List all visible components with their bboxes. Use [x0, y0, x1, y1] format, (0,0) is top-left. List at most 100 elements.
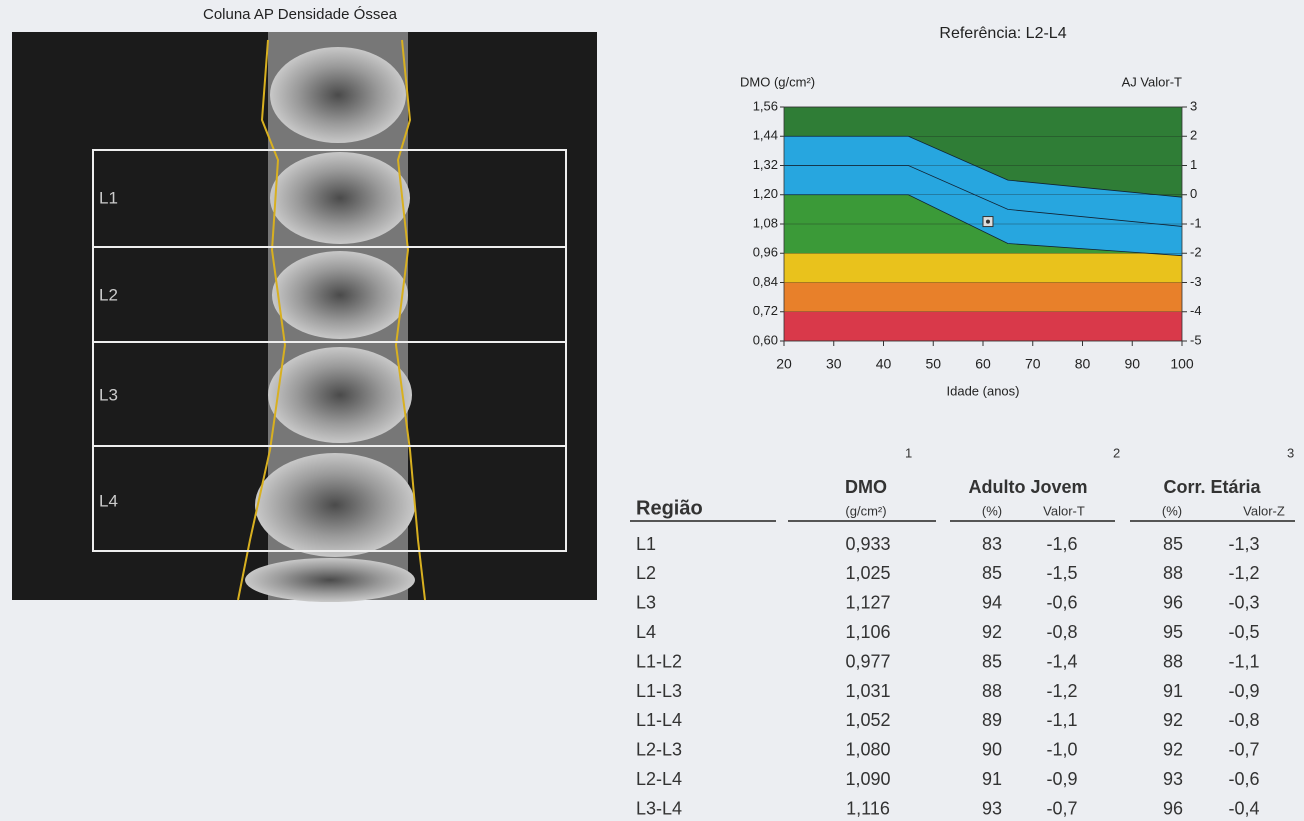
table-cell: 1,116	[846, 798, 890, 818]
table-cell: -0,9	[1046, 769, 1077, 789]
table-cell: 88	[1163, 651, 1183, 671]
table-cell: 94	[982, 593, 1002, 613]
tscore-band	[784, 253, 1182, 282]
chart: 0,600,720,840,961,081,201,321,441,56-5-4…	[753, 98, 1202, 371]
table-cell: -1,4	[1046, 651, 1077, 671]
table-cell: 1,080	[845, 740, 890, 760]
table-cell: 83	[982, 534, 1002, 554]
table-cell: 1,090	[845, 769, 890, 789]
table-cell: L3-L4	[636, 798, 682, 818]
table-cell: 1,025	[845, 563, 890, 583]
table-cell: 92	[1163, 740, 1183, 760]
table-cell: -0,3	[1228, 593, 1259, 613]
y-tick-label: 0,96	[753, 245, 778, 260]
y2-tick-label: 0	[1190, 186, 1197, 201]
table-cell: 85	[1163, 534, 1183, 554]
table-cell: 88	[982, 681, 1002, 701]
table-cell: L2-L4	[636, 769, 682, 789]
table-cell: -1,2	[1046, 681, 1077, 701]
table-cell: -1,1	[1046, 710, 1077, 730]
table-cell: -0,6	[1046, 593, 1077, 613]
header-cell: Corr. Etária	[1163, 477, 1261, 497]
y2-tick-label: -5	[1190, 332, 1202, 347]
x-axis-label: Idade (anos)	[947, 383, 1020, 398]
tscore-band	[784, 312, 1182, 341]
y-tick-label: 1,56	[753, 98, 778, 113]
table-cell: 91	[1163, 681, 1183, 701]
spine-image	[12, 32, 597, 602]
footnote-mark: 2	[1113, 445, 1120, 460]
table-cell: L2-L3	[636, 740, 682, 760]
table-cell: -0,8	[1046, 622, 1077, 642]
region-label: L4	[99, 491, 118, 510]
y-axis-label: DMO (g/cm²)	[740, 74, 815, 89]
table-cell: -1,2	[1228, 563, 1259, 583]
x-tick-label: 80	[1075, 356, 1091, 372]
y2-tick-label: -2	[1190, 245, 1202, 260]
page: Coluna AP Densidade Óssea L1 L2 L3 L4 Re…	[0, 0, 1304, 821]
y2-tick-label: -3	[1190, 274, 1202, 289]
x-tick-label: 70	[1025, 356, 1041, 372]
table-cell: 0,933	[845, 534, 890, 554]
table-cell: 89	[982, 710, 1002, 730]
chart-title: Referência: L2-L4	[939, 25, 1066, 42]
header-cell: (%)	[982, 503, 1002, 518]
table-cell: L4	[636, 622, 656, 642]
y2-tick-label: -4	[1190, 303, 1202, 318]
table-cell: -1,3	[1228, 534, 1259, 554]
table-cell: L2	[636, 563, 656, 583]
table-cell: L1	[636, 534, 656, 554]
header-cell: (g/cm²)	[845, 503, 886, 518]
x-tick-label: 100	[1170, 356, 1194, 372]
table-cell: -0,9	[1228, 681, 1259, 701]
y-tick-label: 0,84	[753, 274, 778, 289]
header-cell: Valor-T	[1043, 503, 1085, 518]
y2-axis-label: AJ Valor-T	[1122, 74, 1182, 89]
table-cell: 85	[982, 651, 1002, 671]
y-tick-label: 1,32	[753, 157, 778, 172]
y2-tick-label: -1	[1190, 215, 1202, 230]
region-label: L3	[99, 385, 118, 404]
table-cell: L1-L4	[636, 710, 682, 730]
y2-tick-label: 3	[1190, 98, 1197, 113]
x-tick-label: 20	[776, 356, 792, 372]
table-cell: L3	[636, 593, 656, 613]
tscore-band	[784, 283, 1182, 312]
table-cell: 1,127	[845, 593, 890, 613]
region-label: L1	[99, 188, 118, 207]
table-cell: 1,031	[845, 681, 890, 701]
table-cell: 93	[1163, 769, 1183, 789]
y-tick-label: 0,60	[753, 332, 778, 347]
patient-marker-dot	[986, 220, 990, 224]
table-cell: 92	[1163, 710, 1183, 730]
table-cell: 88	[1163, 563, 1183, 583]
table-cell: 96	[1163, 798, 1183, 818]
x-tick-label: 50	[925, 356, 941, 372]
table-cell: -1,0	[1046, 740, 1077, 760]
table-cell: 0,977	[845, 651, 890, 671]
table-cell: 91	[982, 769, 1002, 789]
table-cell: 93	[982, 798, 1002, 818]
y2-tick-label: 2	[1190, 128, 1197, 143]
y-tick-label: 0,72	[753, 303, 778, 318]
y2-tick-label: 1	[1190, 157, 1197, 172]
y-tick-label: 1,08	[753, 215, 778, 230]
table-cell: -0,7	[1228, 740, 1259, 760]
table-cell: 90	[982, 740, 1002, 760]
table-cell: -0,4	[1228, 798, 1259, 818]
table-cell: -0,6	[1228, 769, 1259, 789]
table-cell: 92	[982, 622, 1002, 642]
table-cell: 95	[1163, 622, 1183, 642]
x-tick-label: 90	[1124, 356, 1140, 372]
header-cell: DMO	[845, 477, 887, 497]
table-cell: -1,1	[1228, 651, 1259, 671]
footnote-mark: 3	[1287, 445, 1294, 460]
region-label: L2	[99, 285, 118, 304]
header-cell: Adulto Jovem	[968, 477, 1087, 497]
x-tick-label: 30	[826, 356, 842, 372]
image-title: Coluna AP Densidade Óssea	[203, 6, 398, 23]
table-cell: 1,106	[845, 622, 890, 642]
table-cell: 96	[1163, 593, 1183, 613]
table-cell: -0,8	[1228, 710, 1259, 730]
table-cell: -1,6	[1046, 534, 1077, 554]
